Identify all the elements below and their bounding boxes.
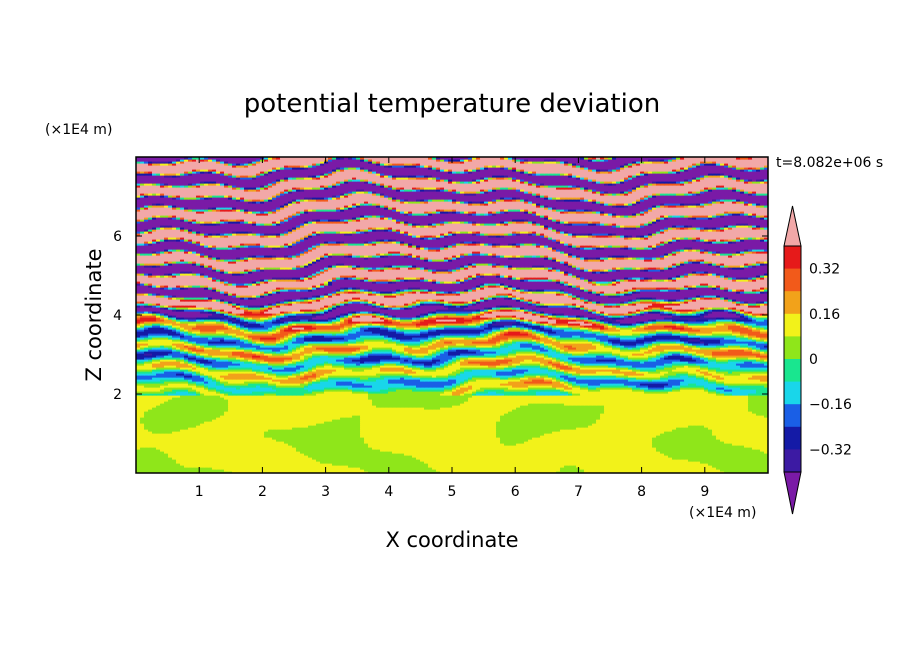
- chart-title: potential temperature deviation: [244, 89, 660, 119]
- heatmap-field: [136, 157, 769, 474]
- y-unit-label: (×1E4 m): [45, 122, 112, 138]
- time-label: t=8.082e+06 s: [776, 155, 883, 171]
